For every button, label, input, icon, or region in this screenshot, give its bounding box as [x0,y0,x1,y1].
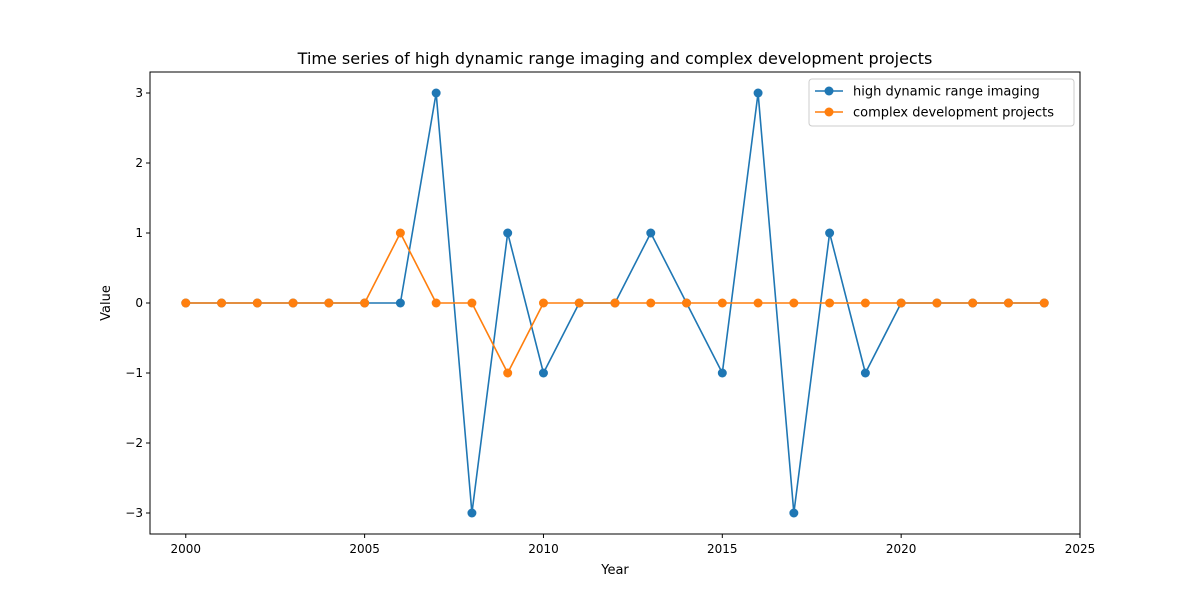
legend: high dynamic range imaging complex develo… [808,78,1075,127]
data-point [1039,298,1049,308]
data-point [324,298,334,308]
data-point [753,298,763,308]
y-tick-label: 0 [135,296,143,310]
legend-box [808,78,1075,127]
legend-marker [824,107,834,117]
data-point [252,298,262,308]
legend-label: high dynamic range imaging [853,85,1040,100]
data-point [503,228,513,238]
x-axis-label: Year [600,563,629,578]
series-complex-development-projects [181,228,1049,378]
x-tick-label: 2020 [886,542,917,556]
legend-label: complex development projects [853,106,1054,121]
data-point [753,88,763,98]
y-tick-label: 1 [135,226,143,240]
data-point [825,298,835,308]
legend-marker [824,86,834,96]
data-point [646,298,656,308]
chart-title: Time series of high dynamic range imagin… [297,49,933,68]
data-point [395,298,405,308]
data-point [467,508,477,518]
y-tick-label: −2 [125,436,143,450]
legend-item-high-dynamic-range-imaging: high dynamic range imaging [815,85,1040,100]
x-tick-label: 2000 [170,542,201,556]
plot-frame [149,71,1081,535]
data-point [503,368,513,378]
data-point [896,298,906,308]
data-point [789,298,799,308]
data-point [395,228,405,238]
data-point [860,368,870,378]
series-layer [181,88,1049,518]
data-point [717,368,727,378]
data-point [610,298,620,308]
data-point [431,88,441,98]
x-tick-label: 2025 [1065,542,1096,556]
data-point [968,298,978,308]
data-point [1003,298,1013,308]
data-point [574,298,584,308]
data-point [217,298,227,308]
x-tick-label: 2015 [707,542,738,556]
data-point [467,298,477,308]
data-point [825,228,835,238]
data-point [288,298,298,308]
data-point [682,298,692,308]
data-point [717,298,727,308]
data-point [431,298,441,308]
ticks-layer: 2000 2005 2010 2015 2020 2025 −3 −2 −1 0 1 2 3 [125,86,1095,556]
legend-item-complex-development-projects: complex development projects [815,106,1054,121]
data-point [181,298,191,308]
data-point [860,298,870,308]
y-tick-label: 2 [135,156,143,170]
y-tick-label: −3 [125,506,143,520]
y-tick-label: −1 [125,366,143,380]
data-point [538,368,548,378]
y-axis-label: Value [99,285,114,321]
data-point [789,508,799,518]
data-point [360,298,370,308]
x-tick-label: 2010 [528,542,559,556]
data-point [646,228,656,238]
x-tick-label: 2005 [349,542,380,556]
y-tick-label: 3 [135,86,143,100]
data-point [932,298,942,308]
data-point [538,298,548,308]
